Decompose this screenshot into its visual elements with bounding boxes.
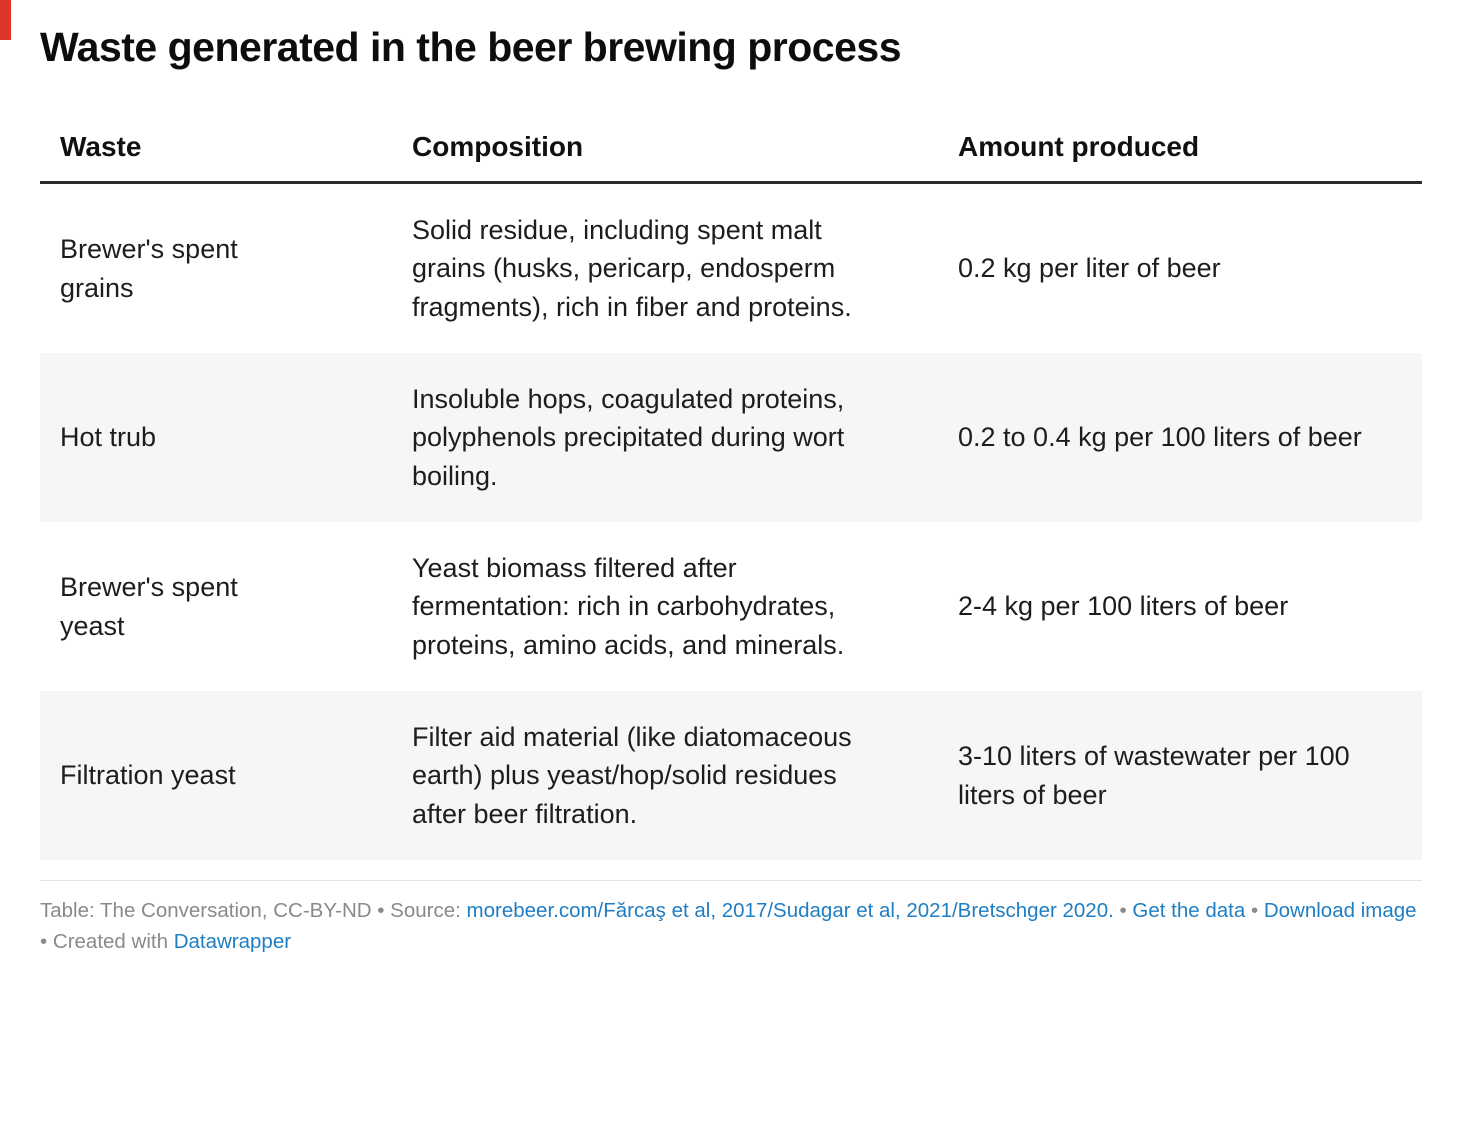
cell-amount: 0.2 kg per liter of beer	[958, 253, 1221, 284]
source-label: Source:	[390, 899, 461, 923]
cell-composition: Insoluble hops, coagulated proteins, pol…	[392, 353, 938, 523]
table-credit: Table: The Conversation, CC-BY-ND	[40, 899, 372, 923]
page-title: Waste generated in the beer brewing proc…	[40, 24, 902, 70]
bullet-separator: •	[377, 899, 385, 923]
bullet-separator: •	[1119, 899, 1127, 923]
table-header-row: Waste Composition Amount produced	[40, 131, 1422, 185]
cell-waste: Brewer's spent grains	[60, 234, 238, 303]
download-image-link[interactable]: Download image	[1263, 899, 1417, 923]
cell-composition: Filter aid material (like diatomaceous e…	[392, 691, 938, 861]
table-row: Filtration yeast Filter aid material (li…	[40, 691, 1422, 861]
brand-mark	[0, 0, 11, 40]
source-link[interactable]: morebeer.com/Fărcaş et al, 2017/Sudagar …	[466, 899, 1114, 923]
table-row: Brewer's spent yeast Yeast biomass filte…	[40, 522, 1422, 691]
table-row: Hot trub Insoluble hops, coagulated prot…	[40, 353, 1422, 523]
cell-amount: 3-10 liters of wastewater per 100 liters…	[938, 691, 1422, 861]
column-header-composition: Composition	[392, 131, 938, 185]
get-the-data-link[interactable]: Get the data	[1132, 899, 1246, 923]
cell-waste: Brewer's spent yeast	[60, 572, 238, 641]
column-header-amount: Amount produced	[938, 131, 1422, 185]
datawrapper-link[interactable]: Datawrapper	[173, 929, 292, 953]
attribution-footer: Table: The Conversation, CC-BY-ND • Sour…	[40, 880, 1422, 958]
cell-amount: 0.2 to 0.4 kg per 100 liters of beer	[938, 353, 1422, 523]
cell-waste: Filtration yeast	[40, 691, 392, 861]
chart-container: Waste generated in the beer brewing proc…	[40, 24, 1422, 958]
bullet-separator: •	[40, 929, 48, 953]
bullet-separator: •	[1250, 899, 1259, 923]
cell-waste: Hot trub	[40, 353, 392, 523]
cell-amount: 2-4 kg per 100 liters of beer	[958, 591, 1289, 622]
waste-table: Waste Composition Amount produced Brewer…	[40, 131, 1422, 861]
column-header-waste: Waste	[40, 131, 392, 185]
table-row: Brewer's spent grains Solid residue, inc…	[40, 183, 1422, 353]
cell-composition: Yeast biomass filtered after fermentatio…	[412, 553, 845, 660]
cell-composition: Solid residue, including spent malt grai…	[412, 215, 852, 322]
created-with-label: Created with	[52, 929, 168, 953]
